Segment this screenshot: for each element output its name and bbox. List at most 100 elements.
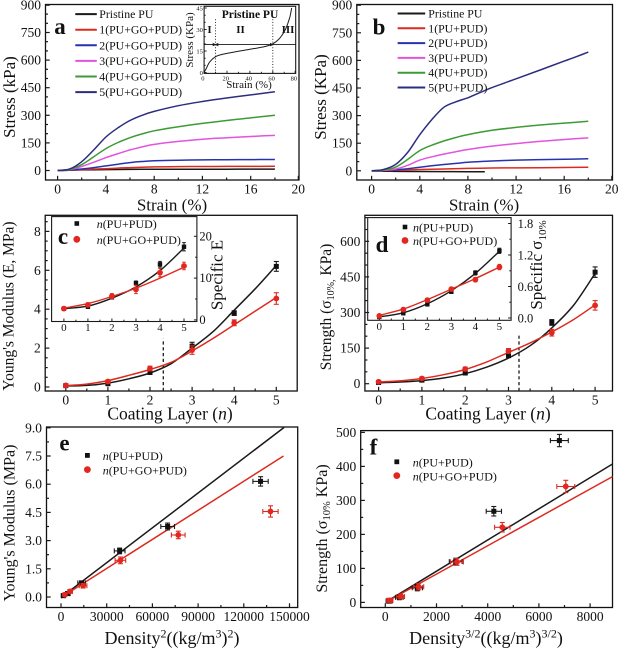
svg-text:Specific E: Specific E bbox=[208, 240, 227, 310]
svg-text:Strength (σ10%, KPa): Strength (σ10%, KPa) bbox=[318, 244, 337, 371]
svg-text:0: 0 bbox=[368, 182, 375, 197]
svg-text:b: b bbox=[373, 15, 386, 40]
svg-text:5: 5 bbox=[592, 393, 599, 408]
svg-text:8: 8 bbox=[465, 182, 472, 197]
svg-text:Strength (σ10% KPa): Strength (σ10% KPa) bbox=[314, 464, 333, 592]
svg-text:2: 2 bbox=[425, 321, 431, 333]
svg-text:600: 600 bbox=[332, 53, 353, 68]
svg-text:n(PU+PUD): n(PU+PUD) bbox=[413, 221, 473, 235]
svg-text:6.0: 6.0 bbox=[25, 477, 42, 492]
svg-text:300: 300 bbox=[332, 108, 353, 123]
svg-text:III: III bbox=[282, 24, 295, 36]
svg-text:6000: 6000 bbox=[525, 609, 552, 624]
svg-text:0.0: 0.0 bbox=[518, 312, 534, 326]
svg-text:16: 16 bbox=[557, 182, 571, 197]
svg-text:0: 0 bbox=[58, 609, 65, 624]
svg-text:1: 1 bbox=[401, 321, 407, 333]
svg-text:300: 300 bbox=[336, 493, 357, 508]
svg-text:1: 1 bbox=[419, 393, 426, 408]
svg-text:5: 5 bbox=[273, 393, 280, 408]
svg-text:6: 6 bbox=[34, 263, 41, 278]
svg-text:20: 20 bbox=[199, 229, 212, 243]
svg-text:4.5: 4.5 bbox=[25, 505, 42, 520]
svg-text:20: 20 bbox=[292, 182, 306, 197]
svg-text:3(PU+GO+PUD): 3(PU+GO+PUD) bbox=[99, 54, 182, 68]
svg-text:120000: 120000 bbox=[224, 609, 265, 624]
svg-text:600: 600 bbox=[340, 234, 361, 249]
svg-text:n(PU+GO+PUD): n(PU+GO+PUD) bbox=[97, 233, 181, 247]
svg-text:Strain (%): Strain (%) bbox=[137, 196, 207, 215]
svg-text:4: 4 bbox=[157, 322, 163, 334]
svg-text:Strain (%): Strain (%) bbox=[226, 79, 272, 91]
svg-text:2: 2 bbox=[147, 393, 154, 408]
svg-text:3: 3 bbox=[133, 322, 139, 334]
svg-text:4: 4 bbox=[473, 321, 479, 333]
svg-text:2: 2 bbox=[462, 393, 469, 408]
svg-text:0: 0 bbox=[201, 76, 204, 83]
svg-text:4(PU+PUD): 4(PU+PUD) bbox=[428, 66, 487, 80]
svg-text:0: 0 bbox=[34, 163, 41, 178]
svg-text:4: 4 bbox=[548, 393, 555, 408]
svg-text:n(PU+GO+PUD): n(PU+GO+PUD) bbox=[413, 469, 497, 483]
svg-text:150000: 150000 bbox=[269, 609, 310, 624]
svg-text:900: 900 bbox=[332, 0, 353, 13]
svg-text:10: 10 bbox=[199, 271, 212, 285]
svg-text:Strain (%): Strain (%) bbox=[449, 196, 519, 215]
svg-text:2: 2 bbox=[109, 322, 115, 334]
svg-text:0: 0 bbox=[354, 376, 361, 391]
svg-text:4(PU+GO+PUD): 4(PU+GO+PUD) bbox=[99, 70, 182, 84]
svg-text:8000: 8000 bbox=[577, 609, 604, 624]
svg-text:5: 5 bbox=[181, 322, 187, 334]
svg-text:n(PU+PUD): n(PU+PUD) bbox=[97, 217, 157, 231]
svg-text:0: 0 bbox=[199, 313, 205, 327]
svg-text:5(PU+PUD): 5(PU+PUD) bbox=[428, 81, 487, 95]
svg-text:30: 30 bbox=[196, 27, 203, 34]
svg-text:150: 150 bbox=[332, 136, 353, 151]
svg-text:60000: 60000 bbox=[136, 609, 170, 624]
svg-text:12: 12 bbox=[509, 182, 523, 197]
svg-text:Pristine PU: Pristine PU bbox=[222, 9, 279, 21]
svg-text:I: I bbox=[207, 24, 211, 36]
svg-text:0: 0 bbox=[62, 393, 69, 408]
svg-text:0: 0 bbox=[34, 380, 41, 395]
svg-text:0: 0 bbox=[377, 321, 383, 333]
svg-text:80: 80 bbox=[291, 76, 298, 83]
svg-text:1(PU+GO+PUD): 1(PU+GO+PUD) bbox=[99, 23, 182, 37]
svg-text:2(PU+PUD): 2(PU+PUD) bbox=[428, 36, 487, 50]
svg-text:0: 0 bbox=[375, 393, 382, 408]
svg-text:2000: 2000 bbox=[423, 609, 450, 624]
svg-text:150: 150 bbox=[21, 135, 42, 150]
svg-text:Stress (kPa): Stress (kPa) bbox=[0, 56, 19, 138]
svg-text:3.0: 3.0 bbox=[25, 533, 42, 548]
svg-text:4: 4 bbox=[231, 393, 238, 408]
svg-text:750: 750 bbox=[21, 25, 42, 40]
svg-text:Young's Modulus (E, MPa): Young's Modulus (E, MPa) bbox=[1, 221, 18, 390]
svg-text:Pristine PU: Pristine PU bbox=[428, 7, 483, 21]
svg-text:20: 20 bbox=[223, 76, 230, 83]
svg-text:900: 900 bbox=[21, 0, 42, 13]
svg-text:150: 150 bbox=[340, 341, 361, 356]
svg-text:n(PU+GO+PUD): n(PU+GO+PUD) bbox=[413, 234, 497, 248]
svg-text:60: 60 bbox=[268, 76, 275, 83]
svg-text:d: d bbox=[376, 232, 389, 257]
svg-text:400: 400 bbox=[336, 459, 357, 474]
svg-text:1: 1 bbox=[85, 322, 91, 334]
svg-text:0: 0 bbox=[61, 322, 67, 334]
svg-text:Density3/2((kg/m3)3/2): Density3/2((kg/m3)3/2) bbox=[409, 627, 563, 650]
svg-text:0: 0 bbox=[200, 70, 203, 77]
svg-text:e: e bbox=[59, 431, 69, 456]
svg-text:5: 5 bbox=[497, 321, 503, 333]
svg-text:8: 8 bbox=[34, 224, 41, 239]
svg-text:Specific σ10%: Specific σ10% bbox=[527, 220, 549, 309]
svg-text:n(PU+PUD): n(PU+PUD) bbox=[103, 449, 163, 463]
svg-text:4: 4 bbox=[103, 182, 110, 197]
svg-text:500: 500 bbox=[336, 425, 357, 440]
svg-text:5(PU+GO+PUD): 5(PU+GO+PUD) bbox=[99, 85, 182, 99]
svg-text:1(PU+PUD): 1(PU+PUD) bbox=[428, 21, 487, 35]
svg-text:0: 0 bbox=[349, 595, 356, 610]
svg-text:2(PU+GO+PUD): 2(PU+GO+PUD) bbox=[99, 38, 182, 52]
svg-text:1: 1 bbox=[105, 393, 112, 408]
svg-text:0: 0 bbox=[54, 182, 61, 197]
svg-text:100: 100 bbox=[336, 561, 357, 576]
svg-text:3(PU+PUD): 3(PU+PUD) bbox=[428, 51, 487, 65]
